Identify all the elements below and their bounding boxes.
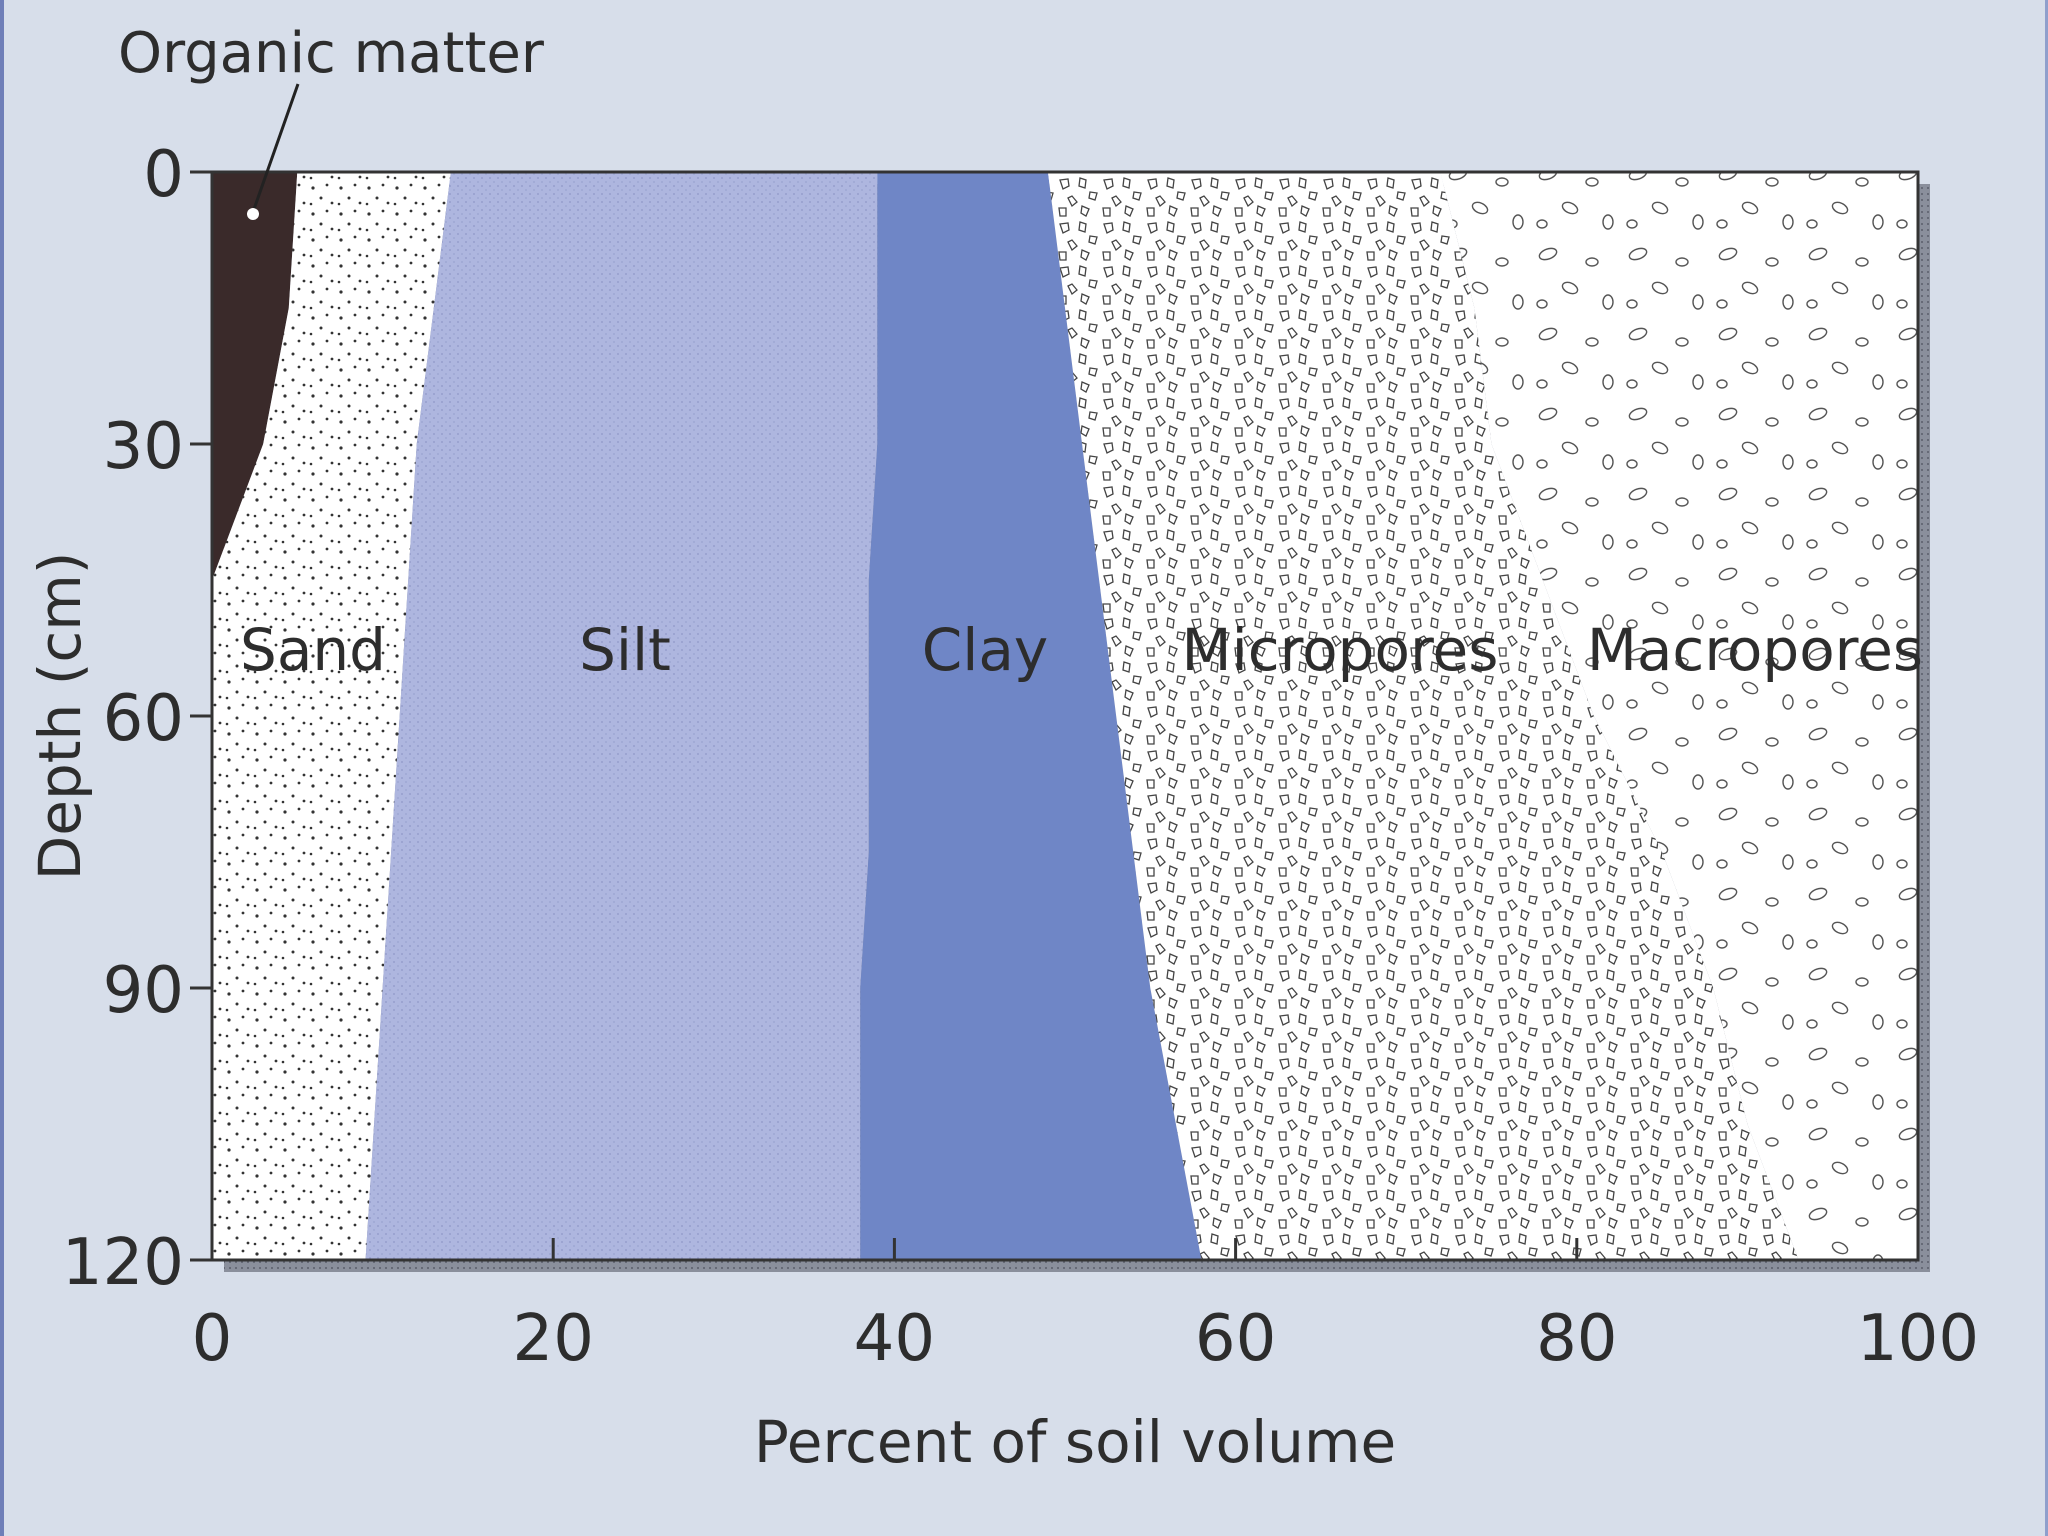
band-micropores: [1047, 172, 1799, 1260]
band-label-clay: Clay: [922, 616, 1048, 684]
band-clay: [860, 172, 1202, 1260]
annotation-dot: [247, 208, 259, 220]
band-label-micropores: Micropores: [1182, 616, 1499, 684]
x-axis-label: Percent of soil volume: [754, 1408, 1396, 1476]
x-tick-label: 100: [1857, 1302, 1979, 1376]
y-tick-label: 120: [62, 1226, 184, 1300]
x-tick-label: 0: [192, 1302, 233, 1376]
band-label-sand: Sand: [240, 616, 386, 684]
y-tick-label: 0: [143, 138, 184, 212]
band-organic-matter: [212, 172, 298, 1260]
band-label-macropores: Macropores: [1587, 616, 1923, 684]
x-tick-label: 40: [854, 1302, 935, 1376]
band-sand: [212, 172, 451, 1260]
y-axis-label: Depth (cm): [26, 552, 94, 881]
x-tick-label: 60: [1195, 1302, 1276, 1376]
organic-matter-annotation: Organic matter: [118, 21, 545, 86]
x-tick-label: 20: [512, 1302, 593, 1376]
annotation-leader-line: [251, 83, 300, 213]
band-label-silt: Silt: [579, 616, 671, 684]
band-silt: [365, 172, 878, 1260]
x-tick-label: 80: [1536, 1302, 1617, 1376]
y-tick-label: 90: [103, 954, 184, 1028]
band-macropores: [1440, 172, 1918, 1260]
y-tick-label: 30: [103, 410, 184, 484]
y-tick-label: 60: [103, 682, 184, 756]
